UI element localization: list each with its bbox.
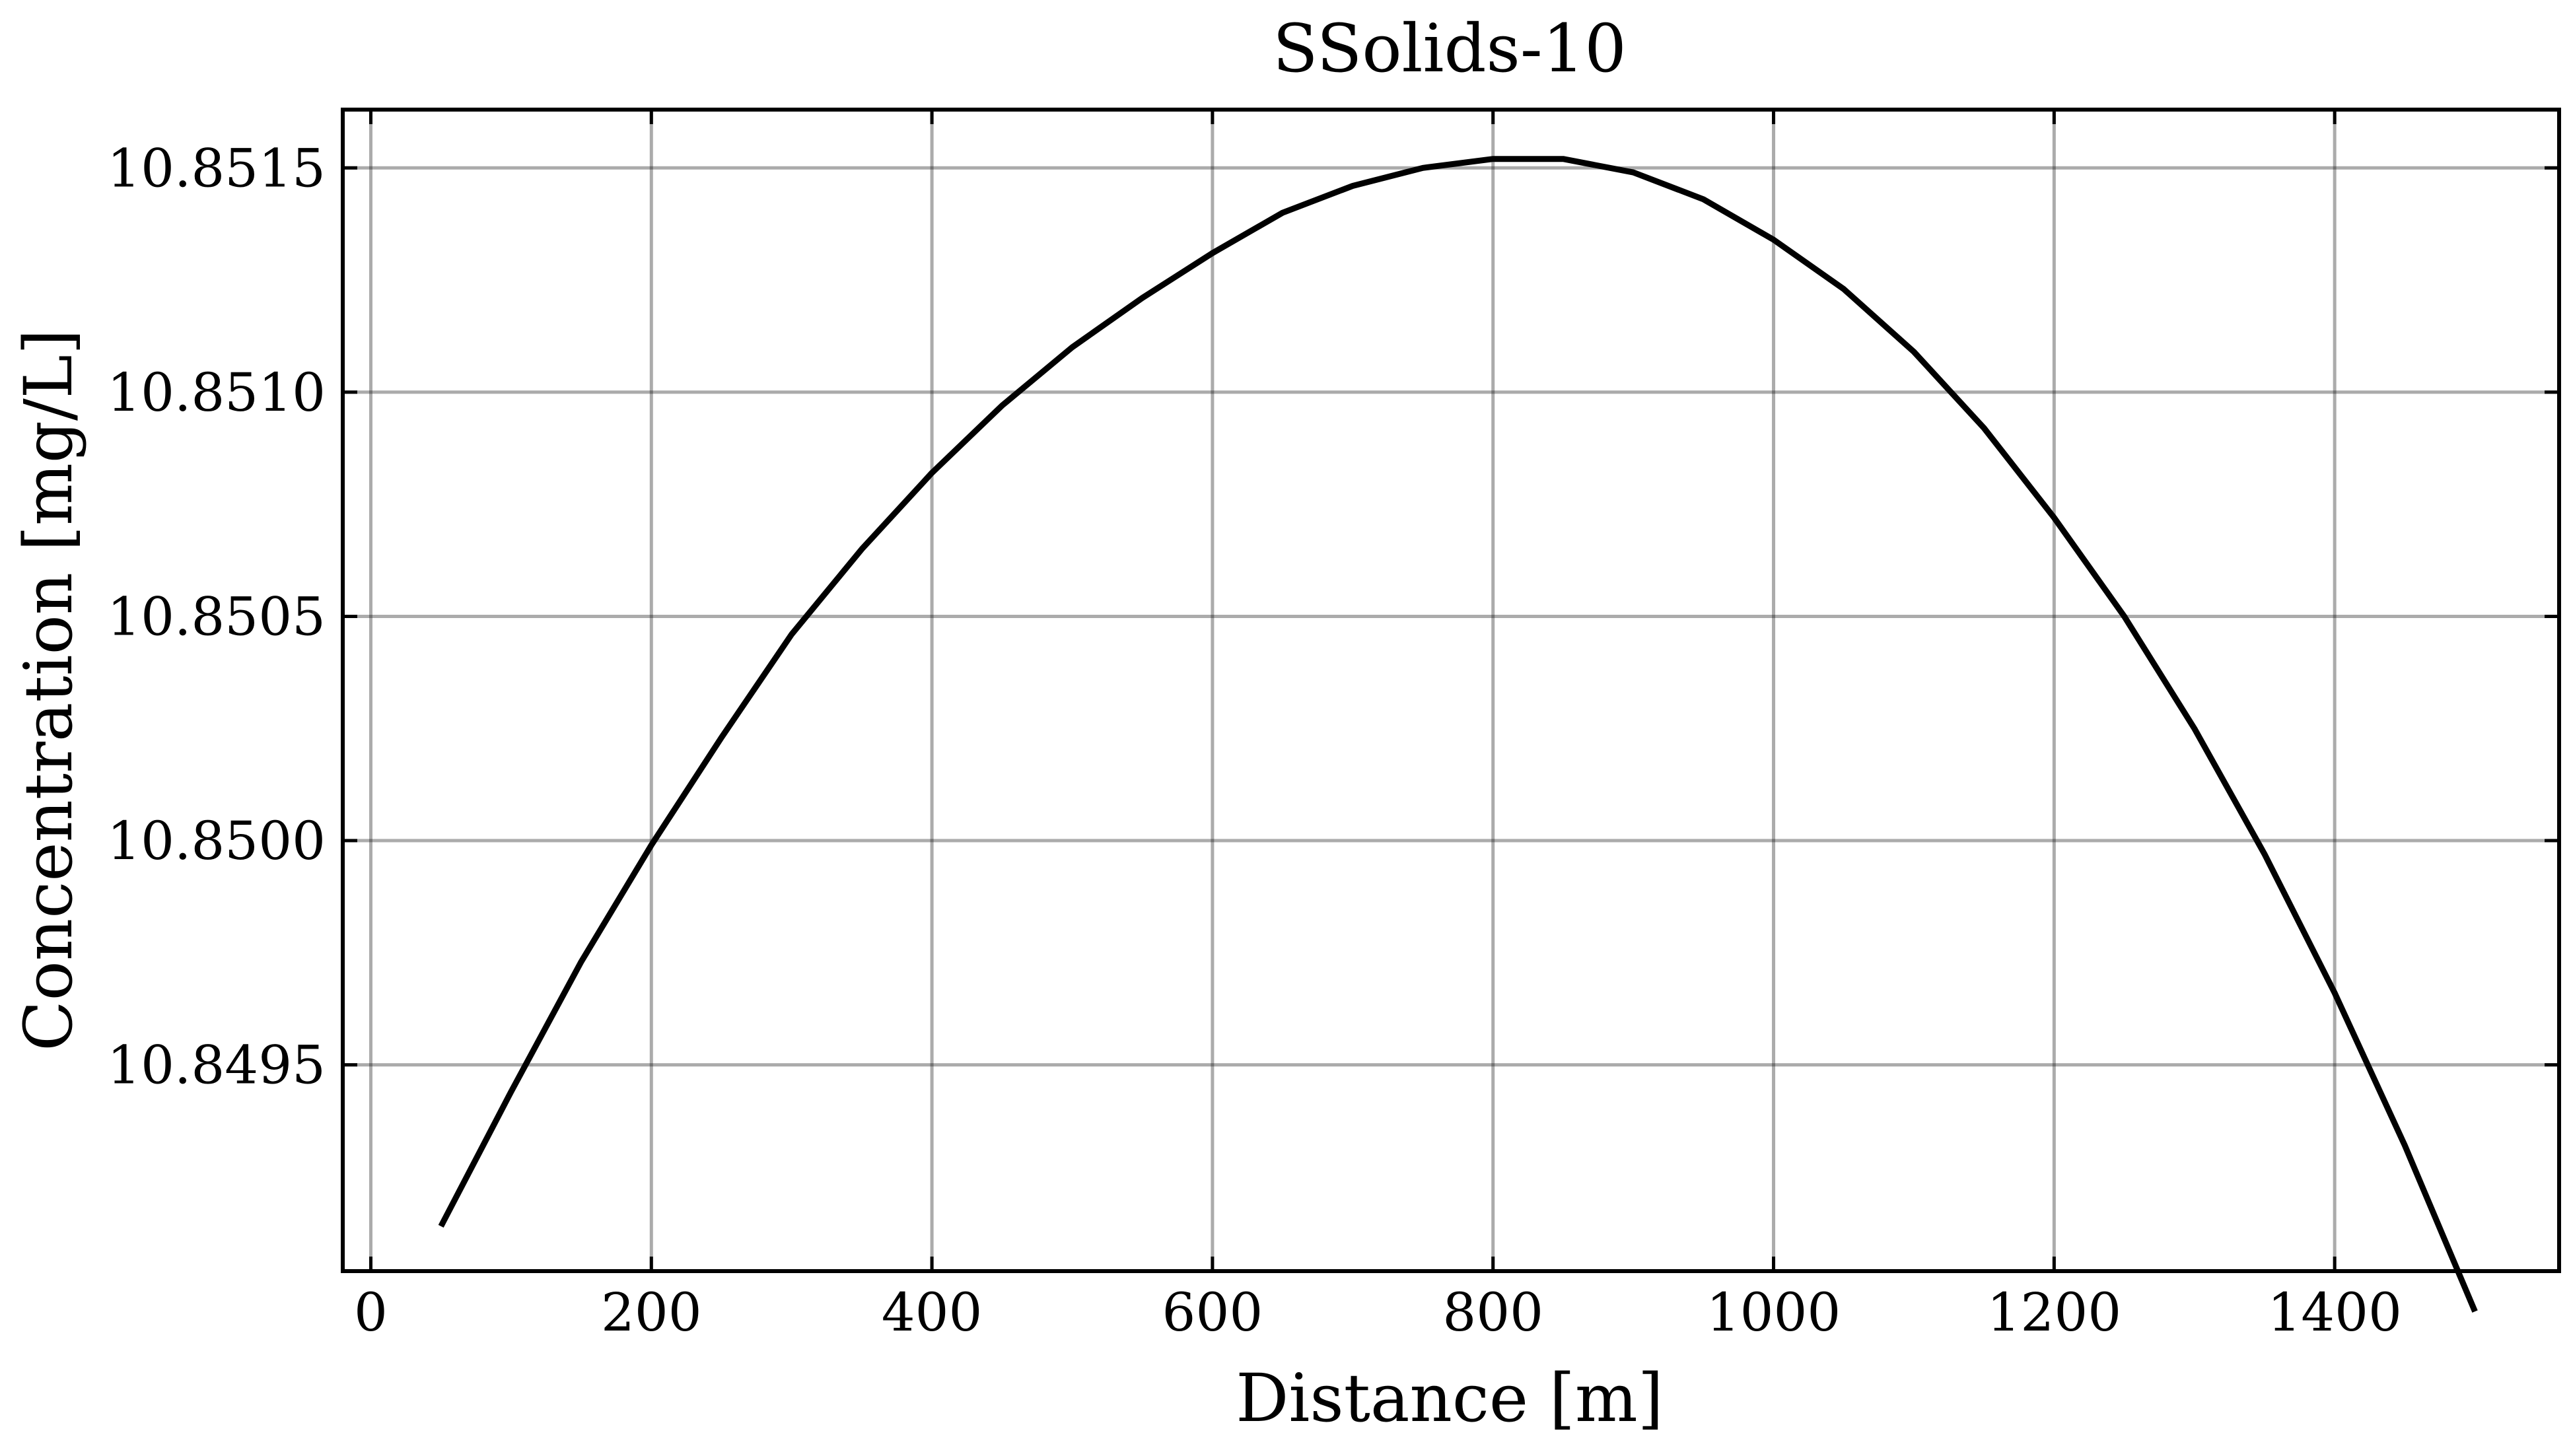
x-tick-label: 800 <box>1442 1282 1543 1343</box>
series-line <box>441 159 2475 1311</box>
y-axis-label: Concentration [mg/L] <box>10 329 87 1051</box>
y-tick-label: 10.8500 <box>107 810 326 872</box>
y-tick-label: 10.8495 <box>107 1035 326 1096</box>
x-tick-labels: 0 200 400 600 800 1000 1200 1400 <box>354 1282 2402 1343</box>
y-tick-label: 10.8505 <box>107 586 326 647</box>
x-tick-label: 200 <box>601 1282 702 1343</box>
series-layer <box>441 159 2475 1311</box>
x-tick-label: 600 <box>1162 1282 1263 1343</box>
grid <box>343 110 2559 1271</box>
chart-title: SSolids-10 <box>1273 10 1627 87</box>
ticks <box>343 110 2559 1271</box>
x-tick-label: 1400 <box>2267 1282 2402 1343</box>
plot-frame <box>343 110 2559 1271</box>
x-tick-label: 0 <box>354 1282 388 1343</box>
x-tick-label: 1200 <box>1987 1282 2122 1343</box>
y-tick-label: 10.8515 <box>107 137 326 199</box>
x-tick-label: 400 <box>882 1282 983 1343</box>
x-tick-label: 1000 <box>1707 1282 1841 1343</box>
x-axis-label: Distance [m] <box>1236 1360 1664 1437</box>
y-tick-labels: 10.8495 10.8500 10.8505 10.8510 10.8515 <box>107 137 326 1095</box>
y-tick-label: 10.8510 <box>107 362 326 423</box>
